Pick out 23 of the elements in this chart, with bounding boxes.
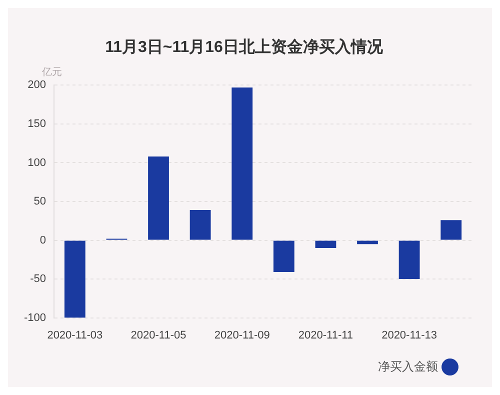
- y-tick-label: 100: [28, 156, 46, 169]
- legend-label: 净买入金额: [378, 359, 438, 374]
- y-tick-label: 0: [40, 234, 46, 246]
- y-tick-label: 150: [28, 118, 46, 130]
- y-tick-label: -50: [30, 273, 46, 286]
- bar: [232, 88, 253, 240]
- x-tick-label: 2020-11-05: [130, 329, 186, 342]
- bar: [190, 210, 211, 240]
- x-tick-label: 2020-11-09: [214, 329, 270, 342]
- x-tick-label: 2020-11-13: [382, 329, 438, 342]
- bar: [440, 220, 462, 240]
- chart-title: 11月3日~11月16日北上资金净买入情况: [105, 38, 384, 56]
- y-tick-label: 50: [34, 196, 46, 208]
- bar: [398, 240, 420, 280]
- y-tick-label: 200: [28, 79, 46, 92]
- bar: [273, 240, 294, 272]
- y-axis-title: 亿元: [41, 66, 62, 78]
- y-tick-label: -100: [24, 312, 46, 324]
- x-tick-label: 2020-11-03: [47, 329, 103, 342]
- bar: [148, 156, 169, 240]
- bar: [315, 240, 336, 248]
- bar: [64, 240, 86, 318]
- x-tick-label: 2020-11-11: [298, 329, 354, 342]
